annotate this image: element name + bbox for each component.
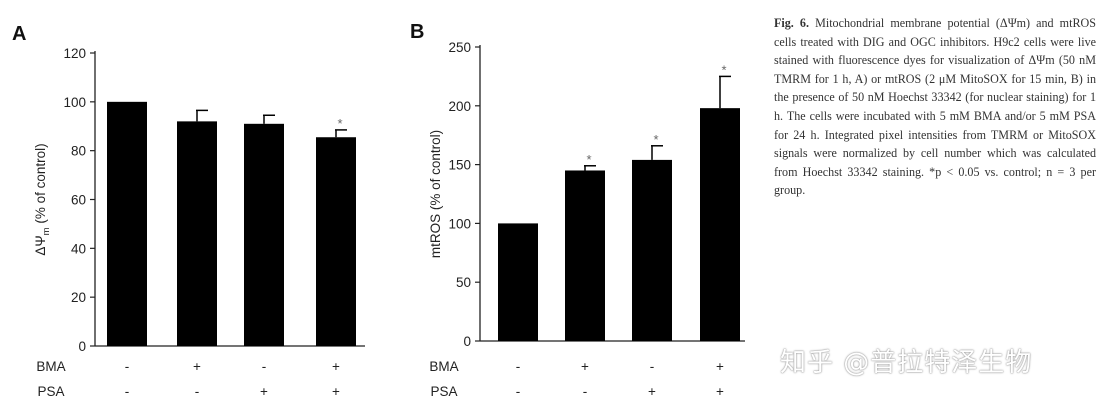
panel-b-treatment-symbol: - <box>583 384 588 399</box>
panel-a-y-tick-label: 20 <box>71 290 86 305</box>
panel-b-significance-marker: * <box>653 132 658 147</box>
panel-a-y-axis-label-rest: (% of control) <box>33 143 48 227</box>
panel-b-y-tick-label: 100 <box>448 216 471 231</box>
caption-label: Fig. 6. <box>774 16 809 30</box>
panel-a-bar <box>107 101 147 346</box>
panel-b-treatment-symbol: - <box>516 359 521 374</box>
panel-a-treatment-symbol: - <box>125 359 130 374</box>
panel-a-treatment-symbol: - <box>125 384 130 399</box>
panel-b-significance-marker: * <box>586 152 591 167</box>
panel-a-y-axis-label-sub: m <box>41 227 52 235</box>
panel-b-treatment-symbol: + <box>648 384 656 399</box>
panel-a-label: A <box>12 23 26 45</box>
panel-a-bar <box>316 137 356 346</box>
panel-a-y-tick-label: 40 <box>71 241 86 256</box>
panel-b-y-tick-label: 200 <box>448 99 471 114</box>
panel-a-row-label-bma: BMA <box>36 359 65 374</box>
panel-b-y-axis-label-rest: (% of control) <box>428 130 443 214</box>
panel-a-treatment-symbol: - <box>195 384 200 399</box>
panel-b-treatment-symbol: + <box>581 359 589 374</box>
figure-caption: Fig. 6. Mitochondrial membrane potential… <box>774 14 1096 200</box>
panel-a-bar <box>244 123 284 346</box>
panel-b-bar <box>632 159 672 341</box>
panel-b-y-tick-label: 150 <box>448 158 471 173</box>
panel-b-y-tick-label: 0 <box>463 334 471 349</box>
panel-b-row-label-bma: BMA <box>429 359 458 374</box>
panel-b-y-axis-label: mtROS (% of control) <box>428 130 443 258</box>
panel-b-significance-marker: * <box>721 62 726 77</box>
panel-a-y-tick-label: 60 <box>71 193 86 208</box>
figure-panels: A 0 20 40 60 80 100 120 ΔΨm (% of control) * BMA - +… <box>12 21 745 399</box>
panel-a-y-tick-label: 120 <box>63 46 86 61</box>
panel-a-treatment-symbol: + <box>332 384 340 399</box>
panel-a-treatment-symbol: - <box>262 359 267 374</box>
panel-b-bar <box>700 108 740 341</box>
caption-text: Mitochondrial membrane potential (ΔΨm) a… <box>774 16 1096 198</box>
watermark: 知乎 @普拉特泽生物 <box>780 348 1033 378</box>
panel-b-y-tick-label: 50 <box>456 275 471 290</box>
panel-a-treatment-symbol: + <box>260 384 268 399</box>
panel-a-y-tick-label: 0 <box>78 339 86 354</box>
panel-b-treatment-symbol: + <box>716 359 724 374</box>
panel-b-bar <box>498 223 538 341</box>
panel-b-bar <box>565 170 605 341</box>
panel-b-label: B <box>410 21 424 43</box>
panel-a-y-axis-label-main: ΔΨ <box>33 235 48 255</box>
panel-a-y-axis-label: ΔΨm (% of control) <box>33 143 52 255</box>
panel-a-row-label-psa: PSA <box>37 384 64 399</box>
panel-a-y-tick-label: 100 <box>63 95 86 110</box>
panel-a-y-tick-label: 80 <box>71 144 86 159</box>
panel-b-y-axis-label-main: mtROS <box>428 214 443 258</box>
panel-a-treatment-symbol: + <box>193 359 201 374</box>
panel-a-treatment-symbol: + <box>332 359 340 374</box>
panel-a-bar <box>177 121 217 346</box>
panel-b-treatment-symbol: - <box>516 384 521 399</box>
panel-b-treatment-symbol: - <box>650 359 655 374</box>
panel-a-significance-marker: * <box>337 116 342 131</box>
panel-b-y-tick-label: 250 <box>448 40 471 55</box>
panel-b-treatment-symbol: + <box>716 384 724 399</box>
panel-b-row-label-psa: PSA <box>430 384 457 399</box>
